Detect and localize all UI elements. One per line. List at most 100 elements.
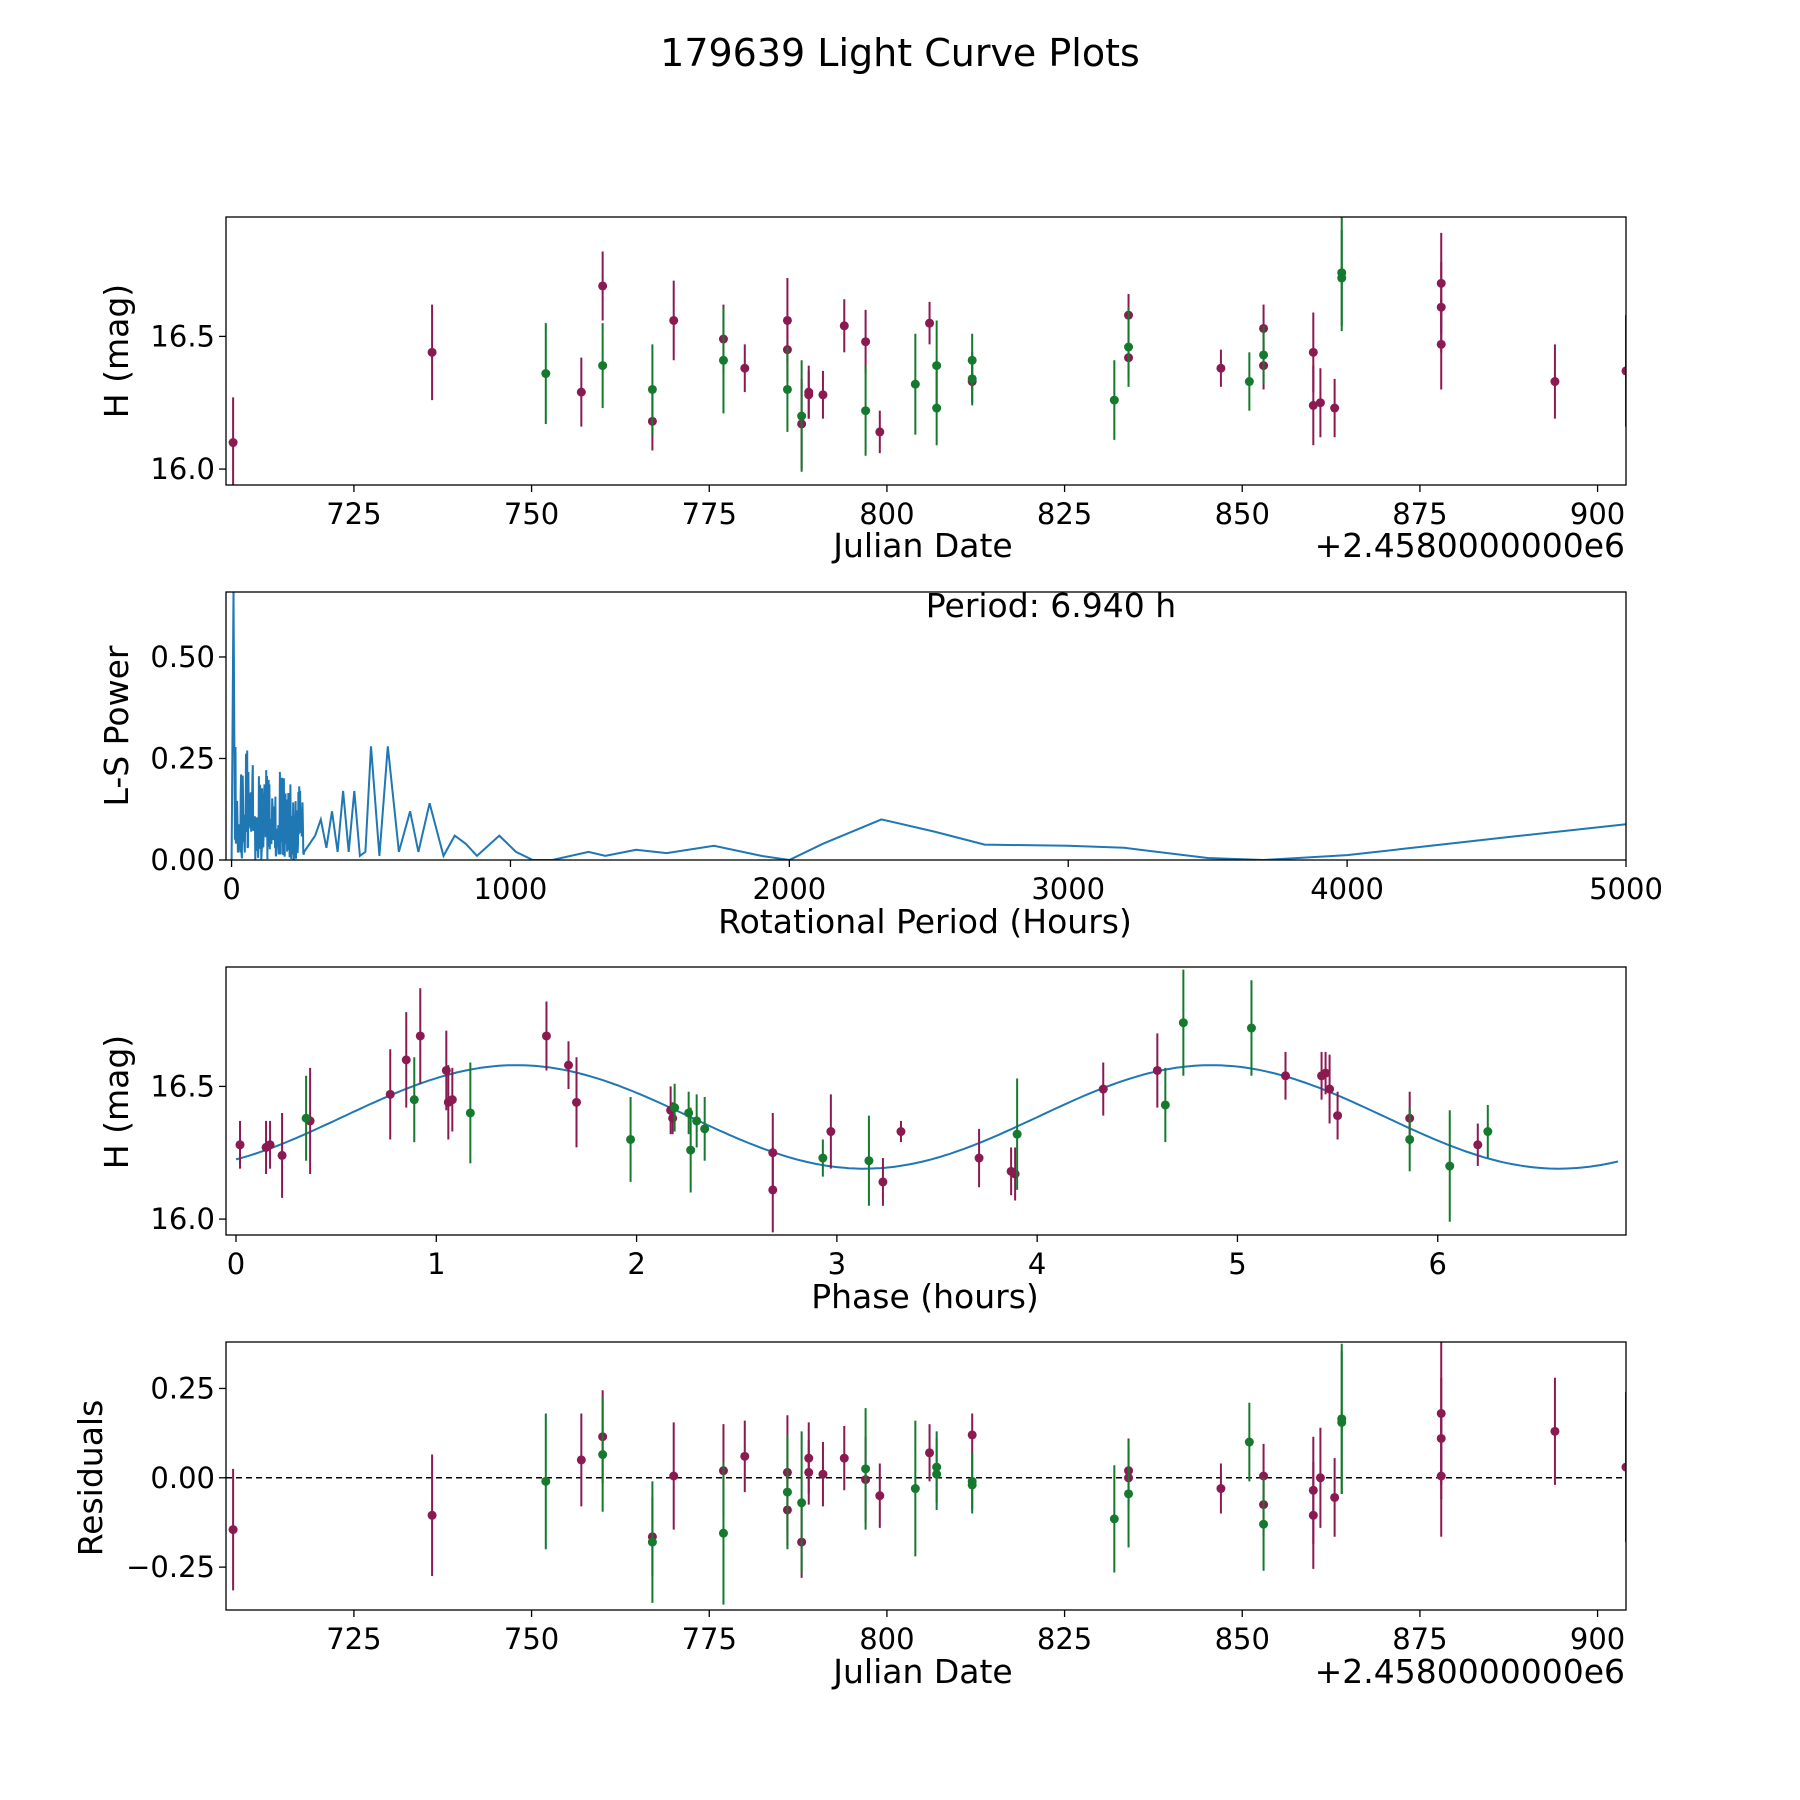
phased-plot-area — [235, 969, 1619, 1233]
red-data-point — [563, 1060, 573, 1070]
periodogram-ytick-label: 0.50 — [150, 640, 215, 674]
lightcurve-xtick-label: 875 — [1392, 497, 1447, 531]
green-data-point — [647, 1537, 657, 1547]
red-data-point — [878, 1177, 888, 1187]
phased-xtick-label: 2 — [627, 1247, 645, 1281]
green-data-point — [1405, 1134, 1415, 1144]
phased-xtick-label: 6 — [1429, 1247, 1447, 1281]
residuals-xtick-label: 850 — [1215, 1622, 1270, 1656]
green-data-point — [718, 1528, 728, 1538]
residuals-xtick-label: 725 — [326, 1622, 381, 1656]
green-data-point — [1337, 1417, 1347, 1427]
lightcurve-xtick-label: 725 — [326, 497, 381, 531]
periodogram-line — [230, 592, 1626, 860]
red-data-point — [1330, 1492, 1340, 1502]
red-data-point — [1152, 1065, 1162, 1075]
green-data-point — [647, 384, 657, 394]
residuals-ytick-label: 0.00 — [150, 1461, 215, 1495]
red-data-point — [875, 427, 885, 437]
red-data-point — [1550, 377, 1560, 387]
red-data-point — [974, 1153, 984, 1163]
red-data-point — [1436, 1471, 1446, 1481]
red-data-point — [235, 1140, 245, 1150]
green-data-point — [686, 1145, 696, 1155]
green-data-point — [797, 1498, 807, 1508]
residuals-ylabel: Residuals — [71, 1400, 110, 1557]
green-data-point — [932, 1469, 942, 1479]
periodogram-xtick-label: 3000 — [1031, 872, 1105, 906]
lightcurve-ytick-label: 16.5 — [150, 319, 215, 353]
lightcurve-xtick-label: 775 — [682, 497, 737, 531]
red-data-point — [818, 1469, 828, 1479]
red-data-point — [826, 1127, 836, 1137]
red-data-point — [740, 363, 750, 373]
lightcurve-plot-area — [228, 217, 1626, 485]
red-data-point — [818, 390, 828, 400]
periodogram-xtick-label: 2000 — [752, 872, 826, 906]
residuals-ytick-label: −0.25 — [126, 1550, 215, 1584]
lightcurve-offset-text: +2.4580000000e6 — [1315, 526, 1625, 565]
green-data-point — [910, 379, 920, 389]
green-data-point — [1178, 1018, 1188, 1028]
green-data-point — [718, 355, 728, 365]
red-data-point — [861, 337, 871, 347]
red-data-point — [967, 1430, 977, 1440]
phased-xlabel: Phase (hours) — [811, 1277, 1039, 1316]
green-data-point — [967, 1480, 977, 1490]
red-data-point — [668, 1113, 678, 1123]
green-data-point — [967, 355, 977, 365]
red-data-point — [572, 1097, 582, 1107]
red-data-point — [228, 438, 238, 448]
red-data-point — [427, 347, 437, 357]
green-data-point — [541, 1476, 551, 1486]
green-data-point — [409, 1095, 419, 1105]
green-data-point — [797, 411, 807, 421]
red-data-point — [1308, 1510, 1318, 1520]
green-data-point — [861, 406, 871, 416]
red-data-point — [804, 390, 814, 400]
residuals-xtick-label: 900 — [1570, 1622, 1625, 1656]
lightcurve-panel: Julian Date H (mag) +2.4580000000e6 725 7… — [97, 216, 1627, 565]
phased-xtick-label: 1 — [427, 1247, 445, 1281]
red-data-point — [925, 318, 935, 328]
red-data-point — [385, 1089, 395, 1099]
red-data-point — [1621, 366, 1626, 376]
red-data-point — [1308, 400, 1318, 410]
red-data-point — [804, 1467, 814, 1477]
red-data-point — [768, 1185, 778, 1195]
periodogram-plot-area — [230, 592, 1626, 860]
green-data-point — [301, 1113, 311, 1123]
lightcurve-axes-frame — [225, 216, 1627, 486]
green-data-point — [1445, 1161, 1455, 1171]
red-data-point — [1473, 1140, 1483, 1150]
red-data-point — [1315, 1473, 1325, 1483]
lightcurve-xlabel: Julian Date — [831, 526, 1013, 565]
phased-xtick-label: 4 — [1028, 1247, 1046, 1281]
red-data-point — [1216, 1484, 1226, 1494]
periodogram-ylabel: L-S Power — [97, 645, 136, 806]
red-data-point — [441, 1065, 451, 1075]
figure-title: 179639 Light Curve Plots — [660, 31, 1140, 75]
red-data-point — [1315, 398, 1325, 408]
residuals-xtick-label: 800 — [859, 1622, 914, 1656]
green-data-point — [861, 1464, 871, 1474]
phased-ytick-label: 16.0 — [150, 1202, 215, 1236]
green-data-point — [670, 1103, 680, 1113]
red-data-point — [1010, 1169, 1020, 1179]
green-data-point — [1124, 1489, 1134, 1499]
green-data-point — [1244, 377, 1254, 387]
phased-xtick-label: 3 — [828, 1247, 846, 1281]
green-data-point — [1124, 342, 1134, 352]
phased-panel: Phase (hours) H (mag) 0 1 2 3 4 5 6 16.0 16.5 — [97, 966, 1627, 1316]
periodogram-xtick-label: 5000 — [1589, 872, 1663, 906]
residuals-axes-frame — [225, 1341, 1627, 1611]
red-data-point — [541, 1031, 551, 1041]
residuals-plot-area — [226, 1342, 1626, 1605]
green-data-point — [700, 1124, 710, 1134]
green-data-point — [782, 384, 792, 394]
periodogram-ytick-label: 0.25 — [150, 741, 215, 775]
green-data-point — [782, 1487, 792, 1497]
green-data-point — [1160, 1100, 1170, 1110]
green-data-point — [932, 403, 942, 413]
